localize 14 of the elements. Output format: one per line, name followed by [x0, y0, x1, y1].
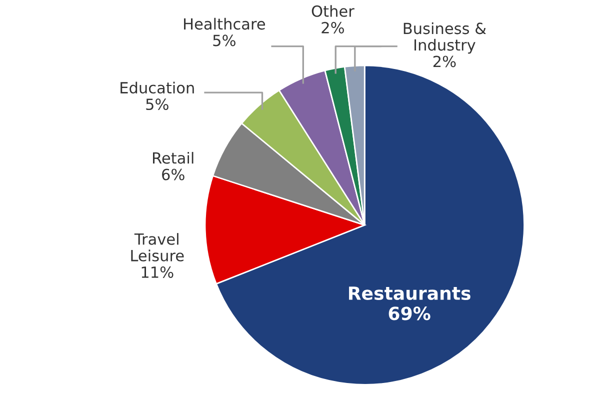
slice-label: Retail: [153, 152, 194, 164]
slice-label: Other: [312, 5, 354, 17]
slice-label: Restaurants: [349, 286, 470, 300]
slice-label: Business & Industry: [404, 22, 486, 54]
slice-label: Healthcare: [184, 18, 265, 30]
data-label: 11%: [142, 266, 174, 278]
slice-label: Travel Leisure: [131, 233, 184, 262]
data-label: 5%: [213, 34, 236, 46]
data-label: 2%: [322, 22, 344, 34]
data-label: 69%: [388, 306, 430, 320]
slice-label: Education: [120, 82, 194, 94]
data-label: 6%: [162, 168, 184, 180]
data-label: 5%: [146, 98, 168, 110]
data-label: 2%: [433, 56, 456, 68]
